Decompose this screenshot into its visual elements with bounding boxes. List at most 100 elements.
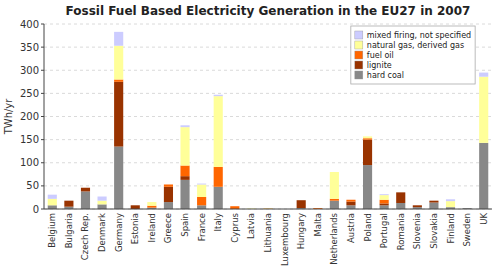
bar-segment (81, 187, 90, 188)
y-tick-label: 300 (20, 65, 39, 76)
bar-segment (98, 204, 107, 209)
bar-segment (463, 208, 472, 209)
bar-segment (396, 192, 405, 193)
bar-segment (48, 199, 57, 205)
x-tick-label: Estonia (130, 213, 140, 244)
bar-segment (81, 187, 90, 188)
bar-segment (380, 195, 389, 200)
x-tick-label: Luxembourg (280, 213, 290, 266)
x-tick-label: UK (479, 213, 489, 225)
bar-segment (214, 95, 223, 96)
bar-segment (131, 205, 140, 206)
bar-segment (446, 201, 455, 207)
bar-segment (81, 187, 90, 188)
bar-segment (164, 187, 173, 202)
bar-segment (396, 192, 405, 193)
x-tick-label: Slovakia (429, 213, 439, 249)
y-tick-label: 250 (20, 88, 39, 99)
x-tick-label: Sweden (462, 213, 472, 247)
legend-swatch (355, 71, 363, 79)
bar-segment (263, 208, 272, 209)
bar-segment (64, 200, 73, 201)
bar-segment (330, 201, 339, 209)
x-tick-label: Malta (313, 213, 323, 236)
bar-segment (81, 191, 90, 209)
bar-segment (346, 205, 355, 209)
x-tick-label: Romania (396, 213, 406, 250)
bar-segment (180, 166, 189, 177)
bar-segment (479, 143, 488, 209)
page: {"chart_data": {"type": "bar", "stacked"… (0, 0, 500, 269)
bar-segment (81, 188, 90, 192)
bar-segment (297, 200, 306, 201)
bar-segment (330, 199, 339, 201)
bar-segment (147, 202, 156, 206)
grid-line (44, 139, 492, 140)
x-tick-label: Austria (346, 213, 356, 243)
grid (44, 24, 492, 209)
y-tick-label: 200 (20, 111, 39, 122)
bar-segment (413, 205, 422, 206)
bar-segment (363, 136, 372, 138)
x-tick-label: Slovenia (412, 213, 422, 249)
bar-segment (64, 201, 73, 207)
bar-segment (313, 208, 322, 209)
y-tick-label: 100 (20, 157, 39, 168)
y-axis-label: TWh/yr (3, 98, 14, 136)
bar-segment (164, 184, 173, 185)
x-tick-label: Cyprus (230, 212, 240, 242)
legend-swatch (355, 31, 363, 39)
bar-segment (48, 205, 57, 209)
bar-segment (380, 194, 389, 196)
bar-segment (230, 206, 239, 207)
x-tick-label: Spain (180, 213, 190, 237)
bar-segment (164, 202, 173, 209)
bar-segment (396, 192, 405, 203)
bar-segment (297, 200, 306, 208)
bar-segment (479, 77, 488, 143)
bar-segment (214, 96, 223, 167)
x-tick-label: Latvia (246, 213, 256, 239)
y-axis: 050100150200250300350400 (20, 19, 44, 215)
legend-label: hard coal (367, 71, 404, 80)
x-tick-label: Finland (446, 213, 456, 243)
bar-segment (180, 176, 189, 180)
grid-line (44, 162, 492, 163)
x-tick-label: Greece (163, 213, 173, 243)
bar-segment (64, 200, 73, 201)
bar-segment (164, 184, 173, 185)
bar-segment (363, 140, 372, 165)
y-tick-label: 350 (20, 42, 39, 53)
bar-segment (463, 208, 472, 209)
legend-label: mixed firing, not specified (367, 31, 471, 40)
bar-segment (463, 208, 472, 209)
bar-segment (413, 205, 422, 206)
x-tick-label: France (197, 213, 207, 241)
bar-segment (346, 199, 355, 200)
x-tick-label: Ireland (147, 213, 157, 242)
bar-segment (131, 205, 140, 206)
bar-segment (429, 201, 438, 203)
bar-segment (197, 184, 206, 196)
bar-segment (380, 203, 389, 205)
bar-segment (297, 200, 306, 201)
x-tick-label: Czech Rep. (80, 213, 90, 260)
x-tick-label: Belgium (47, 213, 57, 248)
grid-line (44, 185, 492, 186)
x-tick-label: Germany (114, 213, 124, 252)
bar-segment (429, 200, 438, 201)
bar-segment (363, 138, 372, 139)
legend-swatch (355, 41, 363, 49)
bar-segment (429, 200, 438, 201)
bar-segment (98, 197, 107, 201)
bar-segment (380, 200, 389, 204)
x-tick-label: Portugal (379, 213, 389, 248)
bar-segment (197, 197, 206, 205)
bar-segment (114, 82, 123, 147)
legend-label: lignite (367, 61, 392, 70)
bar-segment (396, 203, 405, 209)
bar-segment (131, 205, 140, 206)
bar-segment (396, 192, 405, 193)
grid-line (44, 116, 492, 117)
bar-segment (98, 201, 107, 205)
